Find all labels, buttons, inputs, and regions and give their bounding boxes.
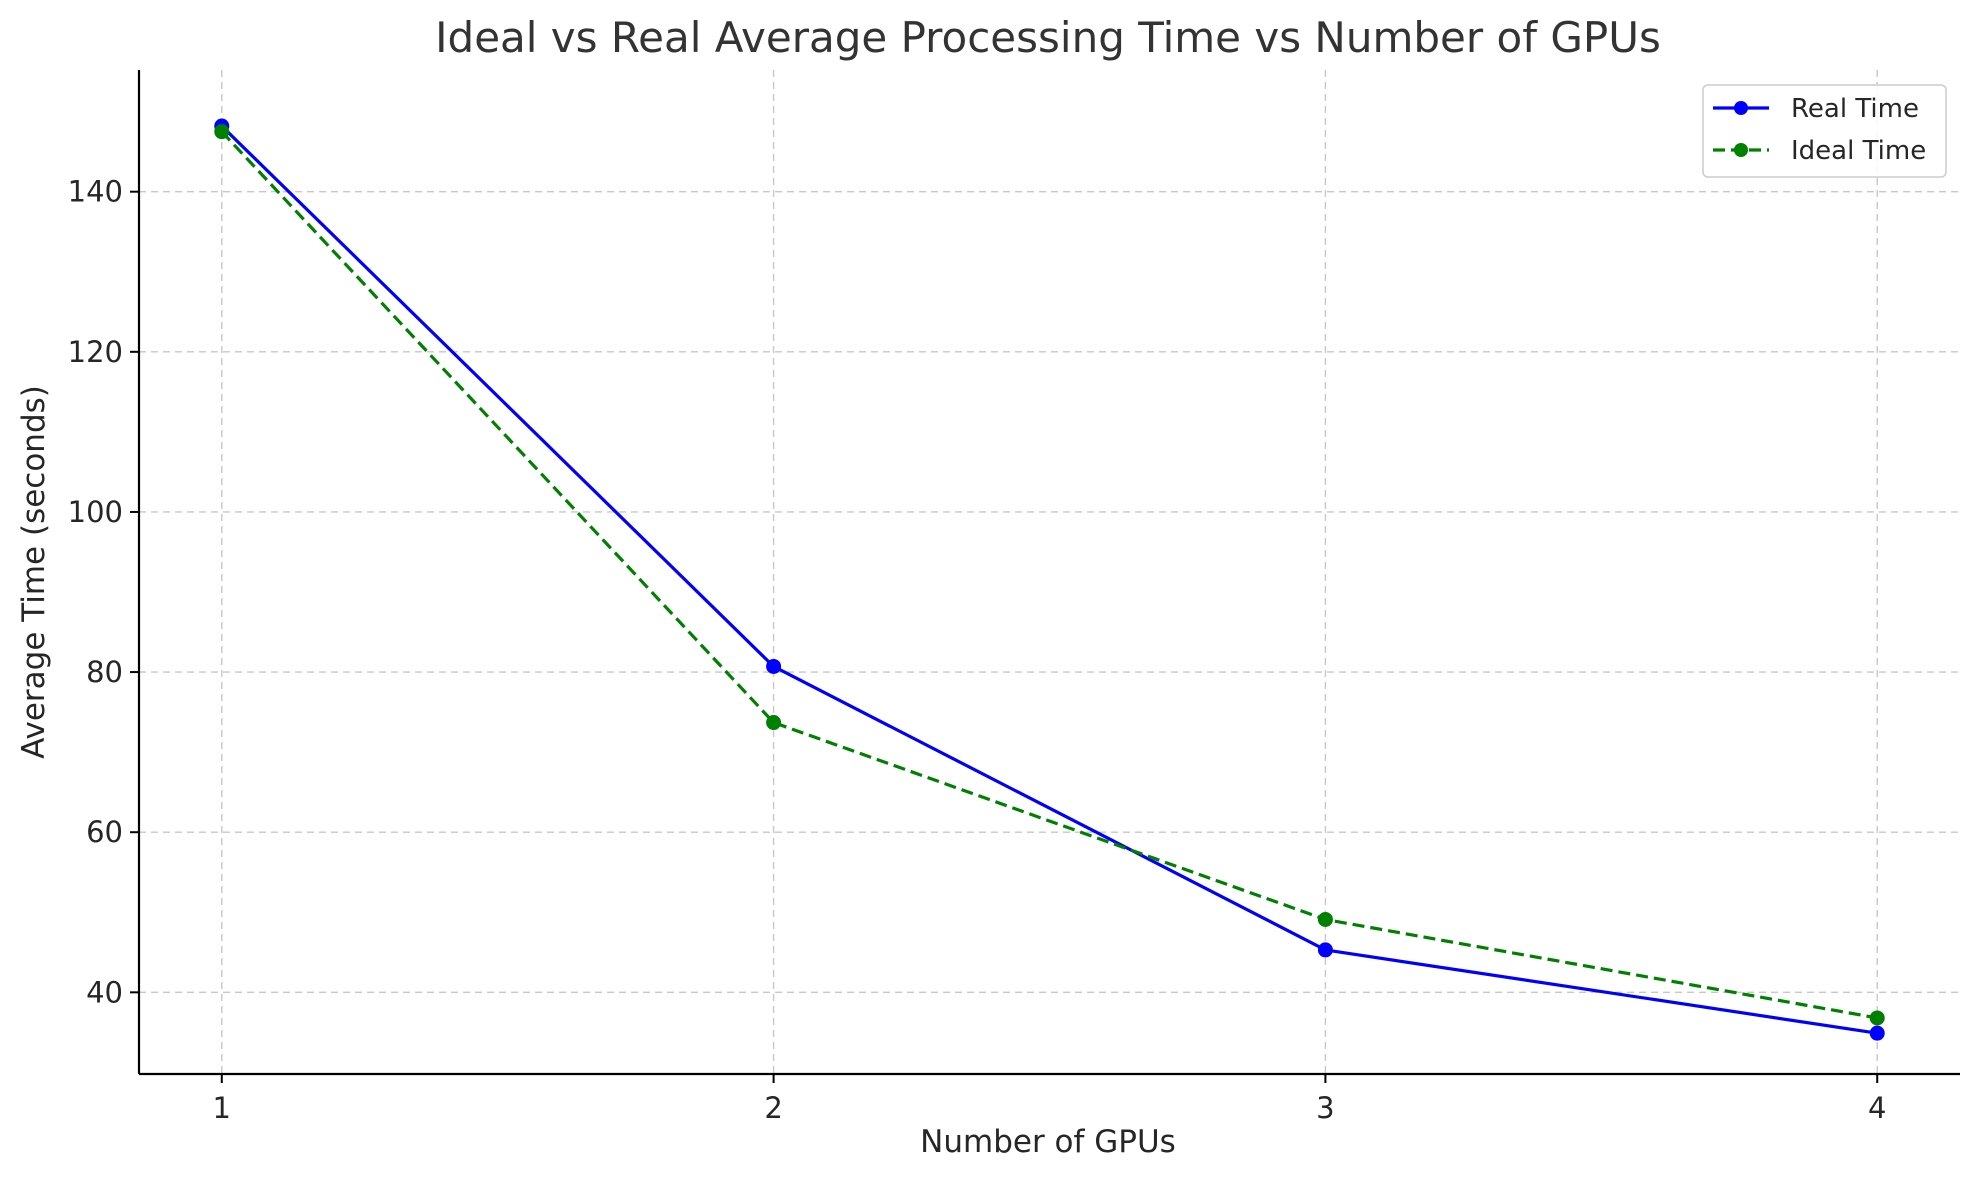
series-line-real-time xyxy=(220,124,1878,1035)
y-tick-label: 40 xyxy=(86,975,123,1009)
y-tick-label: 60 xyxy=(86,815,123,849)
data-point-real-time xyxy=(1317,942,1333,958)
legend-entry-real-time: Real Time xyxy=(1713,94,1919,124)
series-line-ideal-time xyxy=(220,130,1878,1020)
y-tick-label: 100 xyxy=(68,495,123,529)
x-tick-label: 4 xyxy=(1868,1091,1886,1125)
data-series xyxy=(214,118,1885,1041)
legend-label-ideal-time: Ideal Time xyxy=(1791,136,1926,166)
data-point-ideal-time xyxy=(214,124,230,140)
data-point-ideal-time xyxy=(1869,1010,1885,1026)
chart-title: Ideal vs Real Average Processing Time vs… xyxy=(435,13,1661,62)
y-tick-label: 140 xyxy=(68,175,123,209)
x-tick-label: 2 xyxy=(764,1091,782,1125)
series-real-time xyxy=(214,118,1885,1041)
x-tick-label: 1 xyxy=(213,1091,231,1125)
y-axis-label: Average Time (seconds) xyxy=(16,385,52,759)
y-tick-label: 120 xyxy=(68,335,123,369)
data-point-ideal-time xyxy=(1317,911,1333,927)
data-point-real-time xyxy=(766,658,782,674)
legend: Real Time Ideal Time xyxy=(1702,84,1947,178)
data-point-ideal-time xyxy=(766,715,782,731)
y-tick-label: 80 xyxy=(86,655,123,689)
legend-marker-ideal-time xyxy=(1734,143,1748,157)
data-point-real-time xyxy=(1869,1025,1885,1041)
x-axis-label: Number of GPUs xyxy=(920,1124,1176,1160)
x-axis-ticks: 1 2 3 4 xyxy=(213,1074,1886,1125)
axes xyxy=(137,70,1960,1076)
legend-marker-real-time xyxy=(1734,101,1748,115)
series-ideal-time xyxy=(214,124,1885,1026)
grid-lines xyxy=(139,70,1960,1074)
legend-entry-ideal-time: Ideal Time xyxy=(1713,136,1926,166)
y-axis-ticks: 40 60 80 100 120 140 xyxy=(68,175,139,1009)
legend-label-real-time: Real Time xyxy=(1791,94,1919,124)
x-tick-label: 3 xyxy=(1316,1091,1334,1125)
